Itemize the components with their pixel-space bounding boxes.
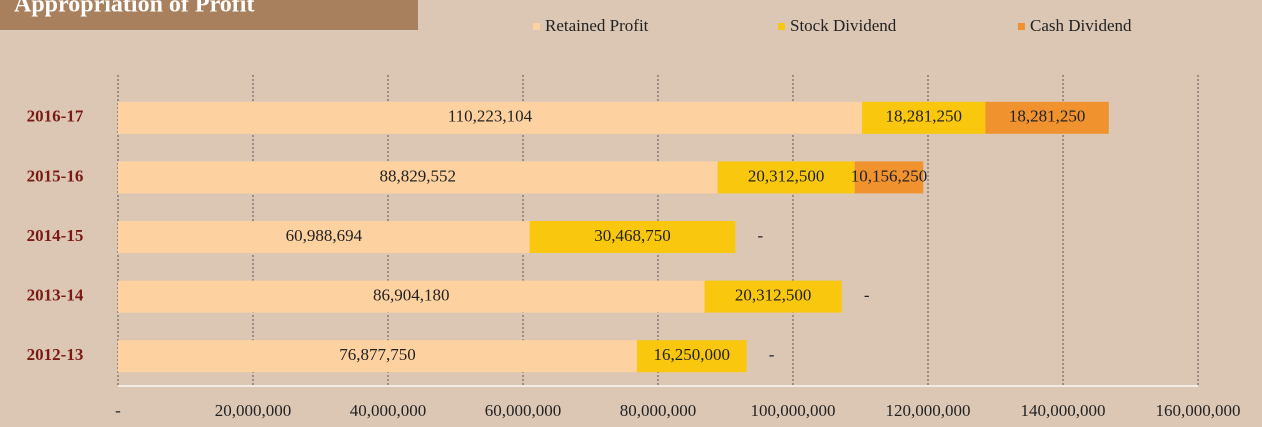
bar-segment: [985, 101, 1109, 134]
bar-segment: [118, 280, 705, 313]
bar-segment: [529, 221, 736, 253]
data-label: 30,468,750: [594, 226, 671, 245]
data-label: 18,281,250: [1009, 107, 1086, 126]
x-tick-label: 20,000,000: [215, 401, 292, 420]
data-label: 20,312,500: [748, 166, 825, 185]
title-box: [0, 0, 418, 30]
bar-segment: [118, 161, 718, 194]
data-label: 20,312,500: [735, 286, 812, 305]
y-tick-label: 2015-16: [27, 166, 84, 185]
data-label: -: [864, 286, 870, 305]
y-tick-label: 2014-15: [27, 226, 84, 245]
data-label: 18,281,250: [885, 107, 962, 126]
chart-title: Appropriation of Profit: [14, 0, 254, 18]
x-tick-label: 160,000,000: [1156, 401, 1241, 420]
bar-segment: [118, 101, 863, 134]
bar-segment: [862, 101, 986, 134]
data-label: -: [758, 226, 764, 245]
data-label: 88,829,552: [380, 166, 457, 185]
legend-swatch: [778, 23, 785, 30]
legend-swatch: [1018, 23, 1025, 30]
data-label: 10,156,250: [851, 166, 928, 185]
y-tick-label: 2016-17: [27, 107, 84, 126]
data-label: 60,988,694: [286, 226, 363, 245]
data-label: 86,904,180: [373, 286, 450, 305]
legend-label: Cash Dividend: [1030, 16, 1132, 35]
x-tick-label: 40,000,000: [350, 401, 427, 420]
bar-segment: [854, 161, 924, 194]
legend-swatch: [533, 23, 540, 30]
x-tick-label: 80,000,000: [620, 401, 697, 420]
legend-label: Stock Dividend: [790, 16, 897, 35]
x-tick-label: 100,000,000: [751, 401, 836, 420]
data-label: 16,250,000: [654, 345, 731, 364]
x-tick-label: 140,000,000: [1021, 401, 1106, 420]
legend-label: Retained Profit: [545, 16, 649, 35]
data-label: 110,223,104: [448, 107, 533, 126]
bar-segment: [704, 280, 842, 313]
y-tick-label: 2012-13: [27, 345, 84, 364]
bar-segment: [717, 161, 855, 194]
x-tick-label: 60,000,000: [485, 401, 562, 420]
x-tick-label: 120,000,000: [886, 401, 971, 420]
bar-segment: [636, 340, 747, 373]
x-tick-label: -: [115, 401, 121, 420]
y-tick-label: 2013-14: [27, 286, 84, 305]
data-label: 76,877,750: [339, 345, 416, 364]
bar-segment: [118, 340, 637, 373]
bar-segment: [118, 221, 530, 253]
data-label: -: [769, 345, 775, 364]
